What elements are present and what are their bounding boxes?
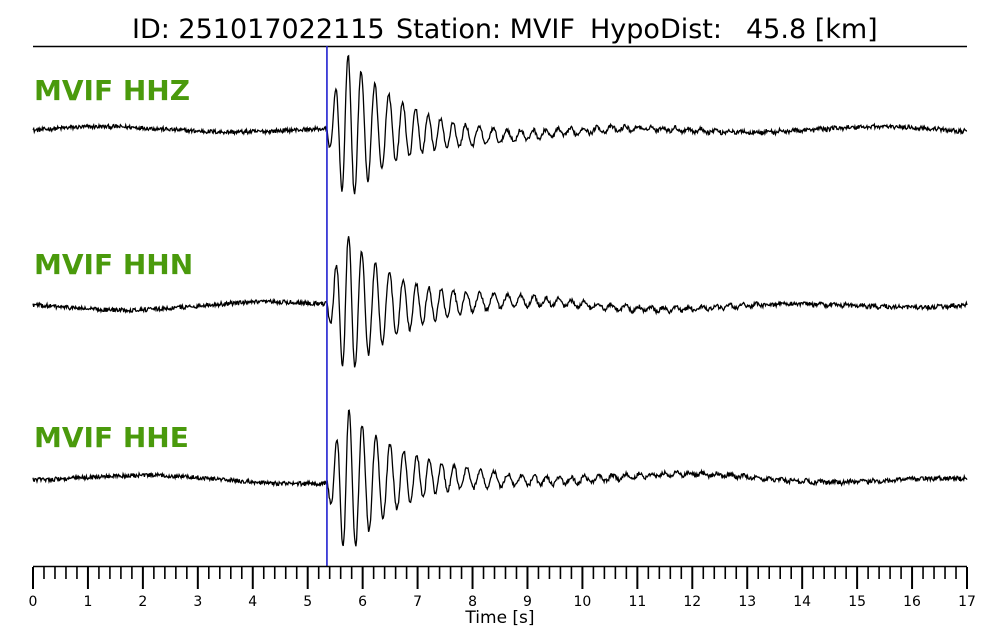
tick-label: 6 (358, 594, 367, 610)
tick-label: 11 (628, 594, 646, 610)
tick-label: 4 (248, 594, 257, 610)
tick-label: 0 (29, 594, 38, 610)
tick-label: 1 (83, 594, 92, 610)
trace-label-hhn: MVIF HHN (34, 248, 193, 281)
tick-label: 17 (958, 594, 976, 610)
time-axis-title: Time [s] (464, 608, 534, 628)
tick-label: 15 (848, 594, 866, 610)
event-id-text: ID: 251017022115 (132, 14, 385, 45)
tick-label: 5 (303, 594, 312, 610)
station-text: Station: MVIF (396, 14, 575, 45)
tick-label: 13 (738, 594, 756, 610)
tick-label: 8 (468, 594, 477, 610)
tick-label: 7 (413, 594, 422, 610)
tick-label: 16 (903, 594, 921, 610)
time-axis-ticks (32, 567, 968, 589)
tick-label: 2 (138, 594, 147, 610)
figure-header: ID: 251017022115 Station: MVIF HypoDist:… (33, 14, 967, 48)
hypodist-label-text: HypoDist: (590, 14, 722, 45)
trace-mvif-hhn (32, 236, 968, 368)
channel-labels: MVIF HHZ MVIF HHN MVIF HHE (34, 74, 193, 454)
tick-label: 10 (573, 594, 591, 610)
hypodist-value-text: 45.8 [km] (746, 14, 878, 45)
time-axis: 0 1 2 3 4 5 6 7 8 9 10 11 12 13 14 15 16 17 Time [s] (29, 565, 976, 628)
tick-label: 12 (683, 594, 701, 610)
trace-label-hhe: MVIF HHE (34, 421, 189, 454)
tick-label: 3 (193, 594, 202, 610)
trace-mvif-hhe (32, 409, 968, 547)
time-axis-tick-labels: 0 1 2 3 4 5 6 7 8 9 10 11 12 13 14 15 16 17 (29, 594, 976, 610)
trace-label-hhz: MVIF HHZ (34, 74, 190, 107)
trace-group (32, 54, 968, 547)
tick-label: 9 (523, 594, 532, 610)
trace-mvif-hhz (32, 54, 968, 195)
tick-label: 14 (793, 594, 811, 610)
